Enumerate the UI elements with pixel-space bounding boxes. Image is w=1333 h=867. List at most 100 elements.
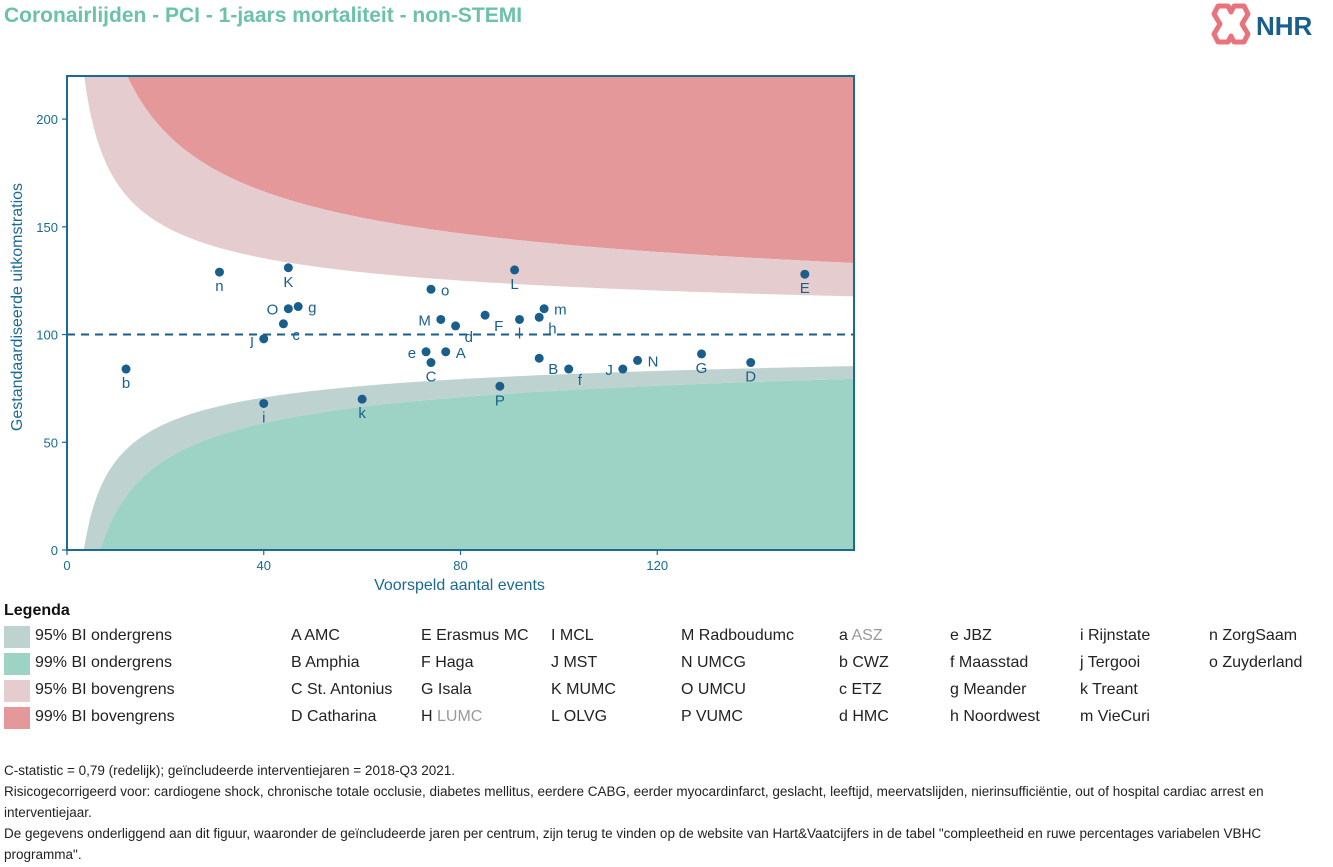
point-J [618,364,628,374]
legend-hospital-K: K MUMC [551,681,616,699]
hospital-name: OLVG [563,708,608,725]
hospital-name: UMCG [697,654,746,671]
hospital-name: MST [563,654,598,671]
y-tick-label: 100 [36,328,58,343]
legend-hospital-d: d HMC [839,708,889,726]
hospital-code: h [950,708,964,725]
point-P [495,381,505,391]
hospital-code: A [291,627,305,644]
hospital-code: b [839,654,853,671]
hospital-name: AMC [304,627,340,644]
hospital-code: J [551,654,564,671]
point-label-i: i [262,409,265,426]
point-label-c: c [292,327,300,344]
point-N [633,355,643,365]
legend-hospital-N: N UMCG [681,654,746,672]
point-label-A: A [456,345,466,362]
point-label-F: F [494,318,503,335]
point-label-E: E [800,280,810,297]
legend-hospital-C: C St. Antonius [291,681,392,699]
point-j [259,334,269,344]
legend-hospital-n: n ZorgSaam [1209,627,1297,645]
x-tick-label: 0 [63,558,70,573]
hospital-code: H [421,708,437,725]
point-label-D: D [745,369,756,386]
x-tick-label: 80 [453,558,467,573]
legend-hospital-G: G Isala [421,681,472,699]
band-99-upper [127,76,853,263]
hospital-code: i [1080,627,1088,644]
legend-hospital-i: i Rijnstate [1080,627,1150,645]
x-tick-label: 120 [646,558,668,573]
y-tick-label: 0 [51,543,58,558]
hospital-name: JBZ [963,627,992,644]
hospital-name: Zuyderland [1222,654,1303,671]
legend-band-label: 95% BI ondergrens [35,627,172,644]
hospital-code: k [1080,681,1093,698]
legend-hospital-O: O UMCU [681,681,746,699]
point-label-O: O [267,302,279,319]
legend-hospital-I: I MCL [551,627,594,645]
hospital-code: B [291,654,306,671]
footnote-source: De gegevens onderliggend aan dit figuur,… [4,826,1262,862]
point-label-g: g [308,300,316,317]
hospital-name: Catharina [307,708,377,725]
point-label-e: e [408,345,416,362]
hospital-code: N [681,654,697,671]
point-M [436,314,446,324]
point-o [426,284,436,294]
hospital-code: K [551,681,567,698]
point-label-B: B [548,361,558,378]
point-K [283,263,293,273]
hospital-code: G [421,681,438,698]
hospital-code: F [421,654,436,671]
legend-swatch [4,707,30,729]
hospital-name: LUMC [437,708,483,725]
legend-hospital-J: J MST [551,654,597,672]
point-label-C: C [426,369,437,386]
hospital-code: j [1080,654,1088,671]
point-i [259,398,269,408]
hospital-name: Rijnstate [1088,627,1151,644]
point-b [121,364,131,374]
hospital-name: MUMC [566,681,616,698]
footnote-risk: Risicogecorrigeerd voor: cardiogene shoc… [4,784,1264,820]
hospital-name: CWZ [852,654,889,671]
legend-hospital-o: o Zuyderland [1209,654,1302,672]
point-label-J: J [605,362,613,379]
hospital-code: m [1080,708,1098,725]
band-99-lower [70,378,853,550]
band-95-lower [70,366,853,550]
point-k [357,394,367,404]
point-label-h: h [548,320,556,337]
hospital-code: g [950,681,964,698]
hospital-name: Erasmus MC [436,627,529,644]
hospital-code: L [551,708,564,725]
point-D [746,358,756,368]
legend-hospital-M: M Radboudumc [681,627,794,645]
y-axis-label: Gestandaardiseerde uitkomstratios [9,183,26,431]
point-label-n: n [215,278,223,295]
chart-title: Coronairlijden - PCI - 1-jaars mortalite… [4,4,523,27]
point-m [539,304,549,314]
point-g [293,302,303,312]
legend-band-label: 95% BI bovengrens [35,681,175,698]
legend-hospital-e: e JBZ [950,627,992,645]
hospital-code: c [839,681,852,698]
hospital-code: C [291,681,307,698]
point-label-b: b [122,375,130,392]
hospital-name: ASZ [851,627,883,644]
hospital-name: Tergooi [1087,654,1141,671]
hospital-code: e [950,627,964,644]
y-tick-label: 50 [44,435,58,450]
hospital-name: Radboudumc [698,627,794,644]
legend-band-label: 99% BI ondergrens [35,654,172,671]
hospital-code: I [551,627,560,644]
point-L [510,265,520,275]
point-label-k: k [358,405,366,422]
point-l [515,314,525,324]
hospital-code: a [839,627,852,644]
hospital-name: Isala [437,681,472,698]
legend-hospital-H: H LUMC [421,708,482,726]
nhr-logo-text: NHR [1256,11,1313,41]
